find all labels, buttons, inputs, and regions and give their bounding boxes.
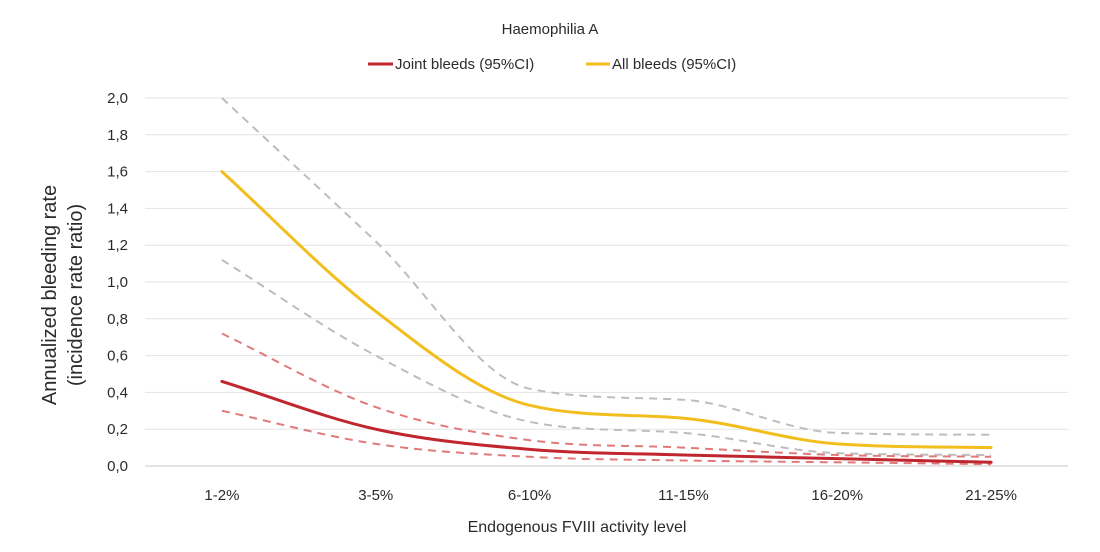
y-axis-title-line-1: Annualized bleeding rate: [39, 185, 61, 405]
x-tick-label: 11-15%: [658, 487, 709, 504]
x-tick-label: 21-25%: [965, 487, 1017, 504]
y-tick-label: 1,4: [107, 200, 128, 217]
y-axis-title-line-2: (incidence rate ratio): [65, 204, 87, 386]
x-axis-title: Endogenous FVIII activity level: [468, 519, 687, 536]
y-axis-ticks: 0,0 0,2 0,4 0,6 0,8 1,0 1,2 1,4 1,6 1,8 2,0: [107, 90, 128, 475]
y-tick-label: 1,6: [107, 164, 128, 181]
y-tick-label: 0,0: [107, 458, 128, 475]
x-tick-label: 6-10%: [508, 487, 551, 504]
x-tick-label: 3-5%: [358, 487, 393, 504]
chart-title: Haemophilia A: [502, 21, 599, 38]
legend-label-joint-bleeds: Joint bleeds (95%CI): [395, 56, 534, 73]
x-tick-label: 1-2%: [204, 487, 239, 504]
series-joint-bleeds-ci-lower-line: [221, 409, 992, 466]
y-tick-label: 0,6: [107, 348, 128, 365]
y-tick-label: 0,4: [107, 384, 128, 401]
series-layer: [220, 97, 993, 466]
series-joint-bleeds-ci-upper-line: [221, 332, 992, 458]
y-tick-label: 1,8: [107, 127, 128, 144]
legend-label-all-bleeds: All bleeds (95%CI): [612, 56, 736, 73]
x-tick-label: 16-20%: [811, 487, 863, 504]
series-all-bleeds-line: [220, 170, 993, 450]
x-axis-ticks: 1-2% 3-5% 6-10% 11-15% 16-20% 21-25%: [204, 487, 1017, 504]
series-all-bleeds-ci-upper-line: [221, 97, 992, 436]
y-tick-label: 0,8: [107, 311, 128, 328]
y-tick-label: 2,0: [107, 90, 128, 107]
y-tick-label: 0,2: [107, 421, 128, 438]
y-tick-label: 1,2: [107, 237, 128, 254]
chart-legend: Joint bleeds (95%CI) All bleeds (95%CI): [368, 56, 736, 73]
gridlines: [145, 97, 1068, 467]
series-all-bleeds-ci-lower-line: [221, 259, 992, 456]
y-tick-label: 1,0: [107, 274, 128, 291]
series-joint-bleeds-line: [220, 379, 993, 464]
y-axis-title: Annualized bleeding rate (incidence rate…: [39, 185, 87, 405]
